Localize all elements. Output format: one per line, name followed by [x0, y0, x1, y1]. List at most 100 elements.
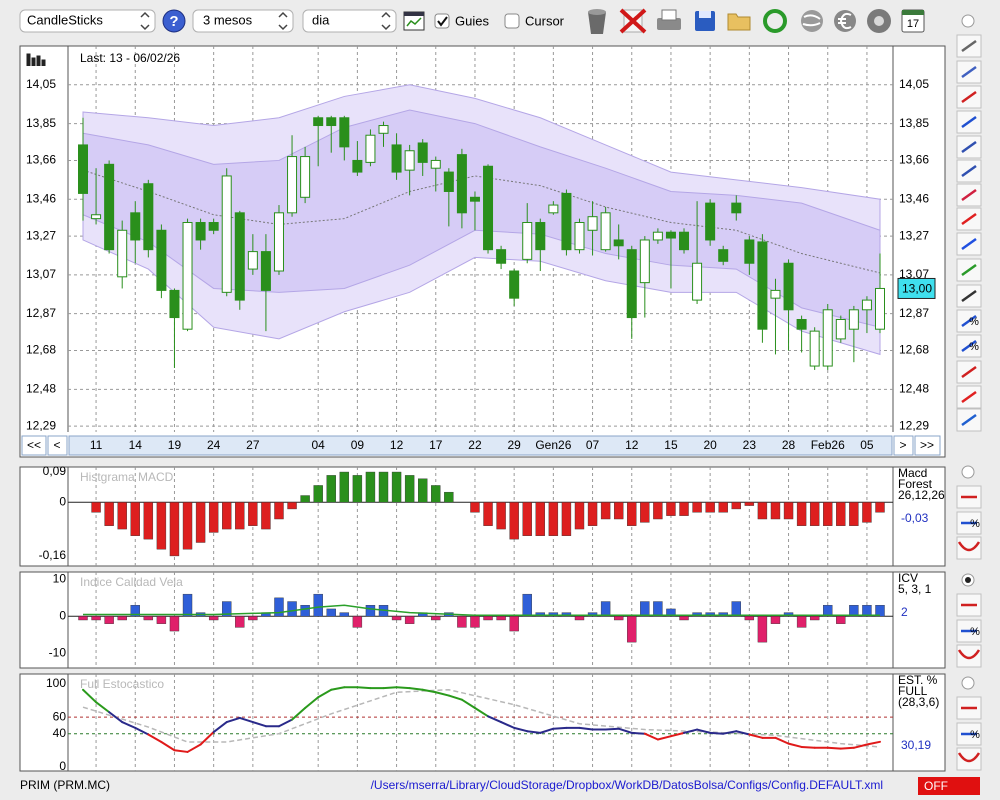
nav-next-label: >: [899, 438, 906, 452]
chart-settings-icon[interactable]: [403, 11, 425, 31]
y-tick-label: -10: [49, 645, 67, 659]
tool-button[interactable]: [956, 747, 982, 771]
radio-button[interactable]: [961, 14, 975, 28]
candle-body: [509, 270, 520, 299]
bar: [222, 502, 232, 530]
bar: [692, 502, 702, 513]
print-icon[interactable]: [657, 9, 681, 30]
bar: [679, 616, 689, 621]
y-tick-label-right: 14,05: [899, 77, 929, 91]
settings-icon[interactable]: [867, 9, 891, 33]
side-label: (28,3,6): [898, 695, 939, 709]
period-select[interactable]: [192, 9, 294, 33]
bar: [470, 502, 480, 513]
candle-body: [639, 239, 650, 284]
help-button[interactable]: [162, 9, 186, 33]
config-path[interactable]: /Users/mserra/Library/CloudStorage/Dropb…: [371, 778, 883, 792]
nav-last[interactable]: [914, 435, 941, 456]
candle-body: [365, 134, 376, 163]
radio-button[interactable]: [961, 465, 975, 479]
bar: [391, 471, 402, 503]
bar: [653, 601, 663, 617]
volume-icon[interactable]: [26, 53, 46, 66]
x-tick-label: 27: [246, 438, 260, 452]
candle-body: [848, 309, 859, 330]
tool-glyph: [957, 649, 981, 660]
candle-body: [195, 222, 206, 241]
bar: [862, 502, 872, 523]
candle-body: [352, 159, 363, 173]
y-tick-label: 10: [53, 572, 67, 586]
icon-shape: [801, 10, 823, 32]
cursor-checkbox[interactable]: [504, 13, 520, 29]
currency-icon[interactable]: [834, 10, 856, 32]
tool-glyph: [961, 314, 977, 328]
bar: [522, 593, 532, 617]
interval-select[interactable]: [302, 9, 397, 33]
nav-first[interactable]: [21, 435, 47, 456]
select-arrows: [381, 11, 391, 31]
stochastic-segment: [487, 715, 503, 724]
date-scroller[interactable]: [68, 435, 893, 456]
y-tick-label: 13,07: [26, 267, 56, 281]
tool-button[interactable]: [956, 536, 982, 560]
bar: [875, 502, 885, 513]
stochastic-segment: [669, 731, 686, 738]
stochastic-segment: [238, 716, 254, 724]
refresh-icon[interactable]: [763, 9, 787, 33]
stochastic-segment: [709, 731, 725, 735]
stochastic-segment: [160, 740, 176, 752]
candle-body: [443, 171, 454, 192]
guides-checkbox[interactable]: [434, 13, 450, 29]
candle-body: [718, 249, 729, 262]
globe-icon[interactable]: [801, 10, 823, 32]
tool-glyph-text: %: [970, 518, 980, 530]
side-label: Macd: [898, 466, 927, 480]
bar: [365, 471, 376, 503]
stochastic-segment: [604, 727, 620, 731]
candle-body: [169, 289, 180, 319]
candle-body: [391, 144, 402, 173]
checkmark: [437, 16, 448, 27]
candle-body: [548, 204, 559, 214]
mode-indicator[interactable]: [918, 777, 980, 795]
side-label: Forest: [898, 477, 933, 491]
open-icon[interactable]: [727, 13, 751, 31]
bar: [130, 605, 140, 617]
bar: [418, 478, 428, 503]
bar: [757, 616, 768, 643]
trash-icon[interactable]: [588, 9, 606, 34]
nav-next[interactable]: [893, 435, 914, 456]
icon-shape: [619, 8, 647, 34]
bar: [78, 616, 88, 621]
tool-glyph: [961, 339, 977, 353]
bar: [770, 502, 781, 520]
toolbar: CandleSticks ? 3 mesos dia Guies Cursor …: [19, 8, 975, 34]
chart-type-select[interactable]: [19, 9, 156, 33]
tool-glyph-text: %: [970, 729, 980, 741]
nav-prev[interactable]: [47, 435, 68, 456]
bar: [104, 502, 114, 526]
delete-icon[interactable]: [619, 8, 647, 34]
x-tick-label: 20: [703, 438, 717, 452]
stochastic-segment: [826, 746, 842, 750]
save-icon[interactable]: [695, 11, 715, 31]
tool-button[interactable]: [956, 644, 982, 668]
candle-body: [78, 144, 88, 194]
candle-body: [835, 318, 846, 340]
y-tick-label: 0: [59, 608, 66, 622]
bar: [561, 502, 572, 536]
bar: [287, 601, 297, 617]
bar: [613, 502, 624, 520]
x-tick-label: 12: [625, 438, 639, 452]
radio-button[interactable]: [961, 676, 975, 690]
stochastic-segment: [513, 726, 529, 733]
calendar-icon[interactable]: 17: [901, 9, 925, 33]
bar: [444, 491, 454, 503]
icon-shape: [661, 9, 677, 21]
side-label: FULL: [898, 684, 928, 698]
candle-body: [483, 165, 494, 251]
bar: [509, 616, 519, 632]
y-tick-label: 13,66: [26, 153, 56, 167]
bar: [169, 616, 180, 632]
